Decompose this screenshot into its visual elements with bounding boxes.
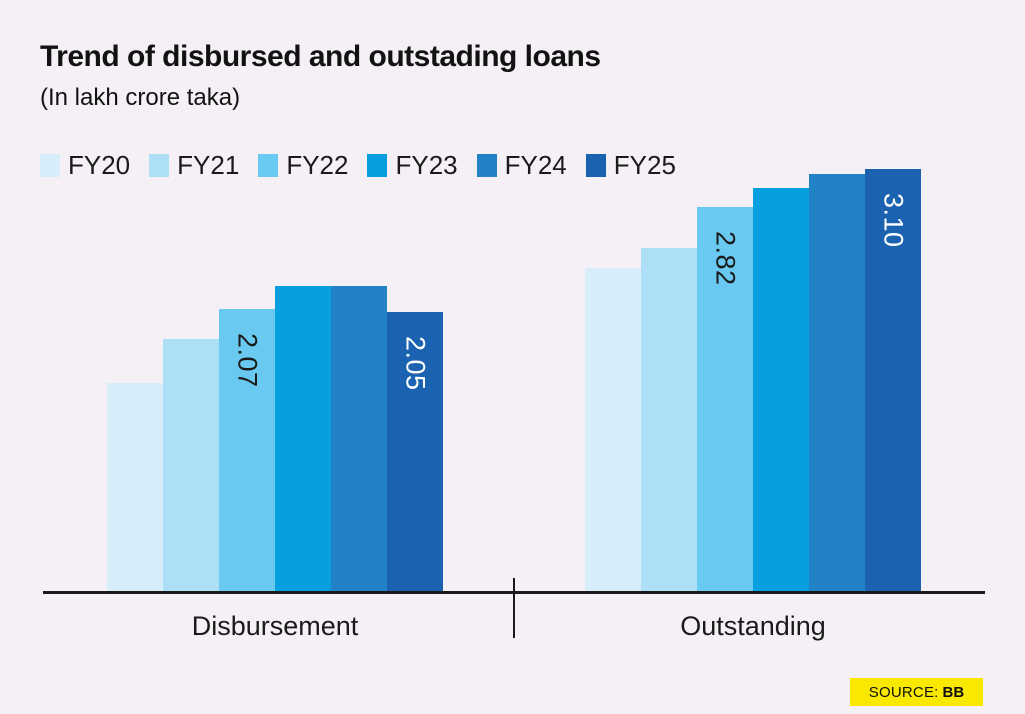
legend-item-fy23: FY23 bbox=[367, 150, 458, 181]
bar-disbursement-fy21 bbox=[163, 339, 219, 592]
bar-disbursement-fy20 bbox=[107, 383, 163, 592]
bar-disbursement-fy22: 2.07 bbox=[219, 309, 275, 592]
chart-title: Trend of disbursed and outstading loans bbox=[40, 40, 601, 73]
legend-swatch-fy25 bbox=[585, 154, 606, 177]
legend-label-fy24: FY24 bbox=[504, 150, 567, 180]
bar-value-label-disbursement-fy22: 2.07 bbox=[232, 333, 263, 388]
bar-value-label-outstanding-fy25: 3.10 bbox=[878, 193, 909, 248]
bar-outstanding-fy22: 2.82 bbox=[697, 207, 753, 592]
category-label-disbursement: Disbursement bbox=[191, 611, 359, 641]
legend-item-fy24: FY24 bbox=[476, 150, 567, 181]
legend-item-fy22: FY22 bbox=[258, 150, 348, 181]
bar-group-outstanding: 2.82 3.10 bbox=[585, 169, 921, 592]
source-value: BB bbox=[942, 683, 965, 701]
legend-swatch-fy21 bbox=[149, 154, 170, 177]
bar-disbursement-fy23 bbox=[275, 286, 331, 592]
legend-label-fy20: FY20 bbox=[68, 150, 131, 180]
legend: FY20 FY21 FY22 FY23 FY24 FY25 bbox=[40, 150, 676, 181]
legend-swatch-fy20 bbox=[40, 154, 60, 177]
legend-label-fy21: FY21 bbox=[177, 150, 240, 180]
source-label: SOURCE: bbox=[868, 683, 939, 701]
legend-item-fy25: FY25 bbox=[585, 150, 676, 181]
legend-label-fy23: FY23 bbox=[395, 150, 458, 180]
legend-item-fy20: FY20 bbox=[40, 150, 130, 181]
bar-outstanding-fy23 bbox=[753, 188, 809, 592]
category-divider-line bbox=[513, 578, 515, 638]
bar-group-disbursement: 2.07 2.05 bbox=[107, 286, 443, 592]
bar-disbursement-fy24 bbox=[331, 286, 387, 592]
bar-outstanding-fy21 bbox=[641, 248, 697, 592]
legend-label-fy25: FY25 bbox=[613, 150, 676, 180]
bar-outstanding-fy25: 3.10 bbox=[865, 169, 921, 592]
bar-outstanding-fy24 bbox=[809, 174, 865, 592]
bar-value-label-disbursement-fy25: 2.05 bbox=[400, 336, 431, 391]
chart-subtitle: (In lakh crore taka) bbox=[40, 84, 241, 111]
bar-value-label-outstanding-fy22: 2.82 bbox=[710, 231, 741, 286]
legend-swatch-fy23 bbox=[367, 154, 388, 177]
legend-swatch-fy24 bbox=[476, 154, 497, 177]
legend-label-fy22: FY22 bbox=[286, 150, 349, 180]
legend-item-fy21: FY21 bbox=[149, 150, 239, 181]
category-label-outstanding: Outstanding bbox=[680, 611, 826, 641]
bar-disbursement-fy25: 2.05 bbox=[387, 312, 443, 592]
bar-outstanding-fy20 bbox=[585, 268, 641, 592]
source-badge: SOURCE: BB bbox=[850, 678, 983, 706]
legend-swatch-fy22 bbox=[258, 154, 279, 177]
